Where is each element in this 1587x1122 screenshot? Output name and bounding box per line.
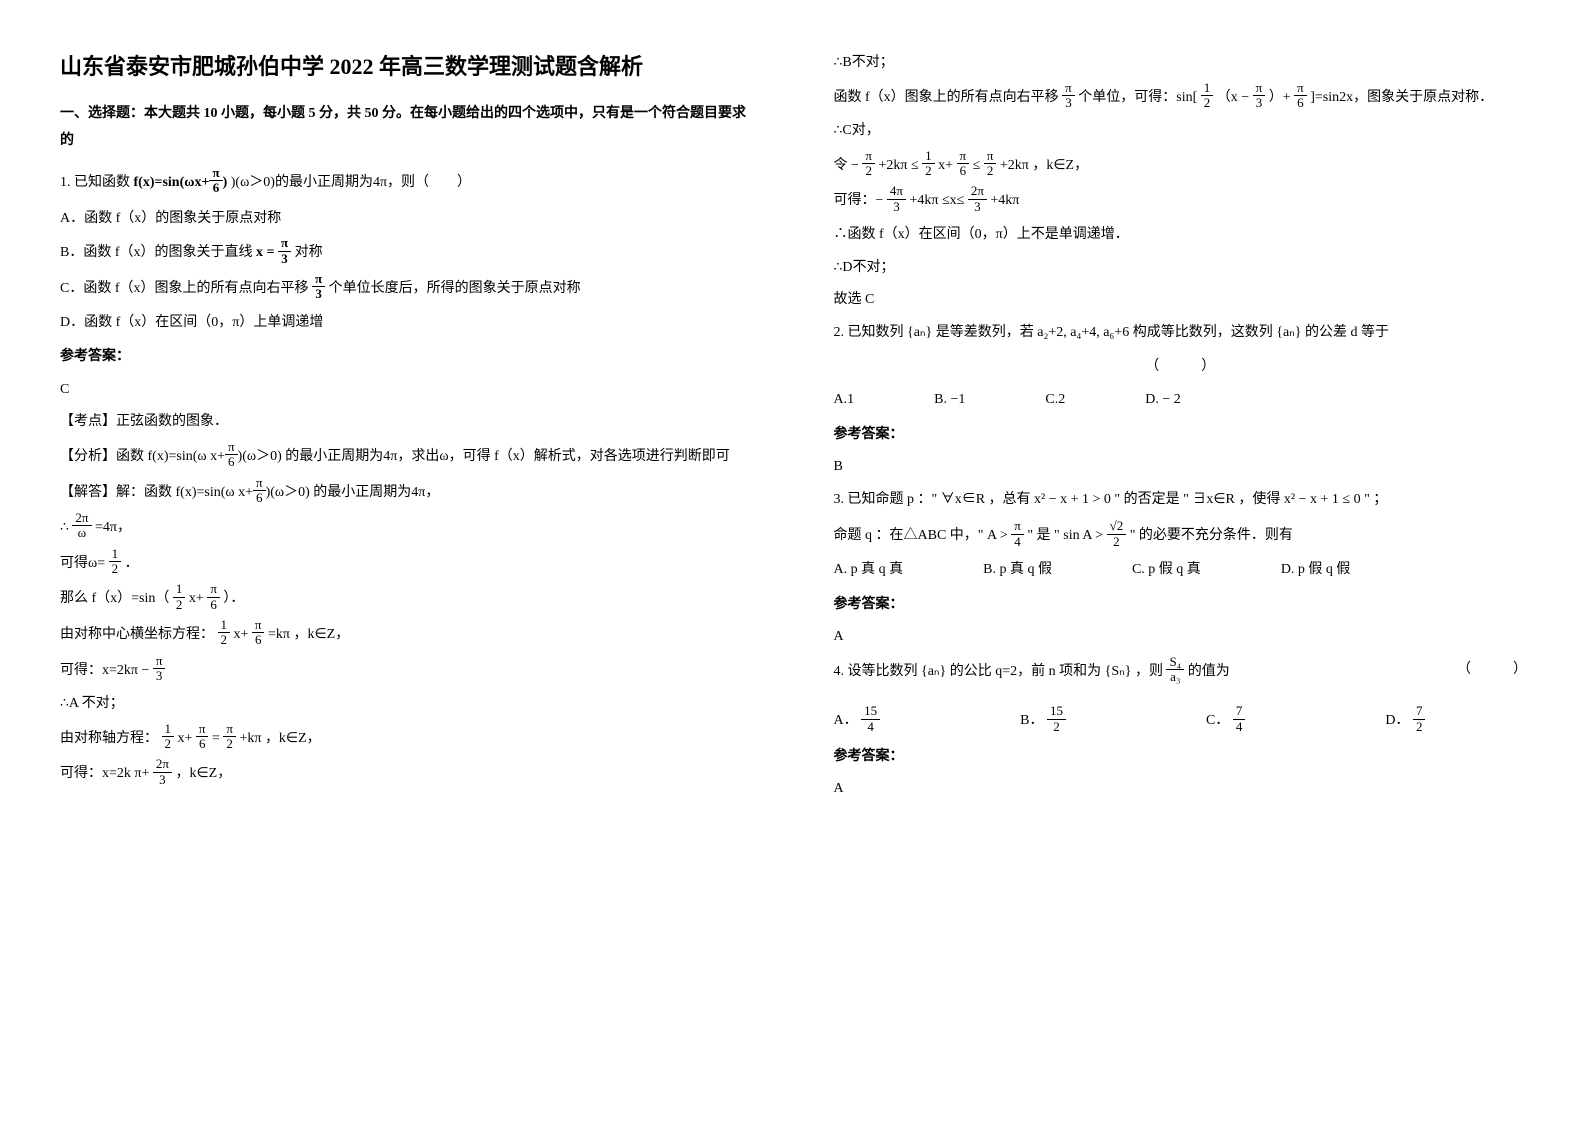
q1-pt5: 可得ω= 12 ． bbox=[60, 549, 754, 579]
q2-optB: B. −1 bbox=[934, 387, 965, 414]
q2-ans: B bbox=[834, 454, 1528, 481]
r1-l6: ∴函数 f（x）在区间（0，π）上不是单调递增． bbox=[834, 222, 1528, 249]
q1-ans-label: 参考答案： bbox=[60, 344, 754, 371]
q1-stem-formula: f(x)=sin(ωx+ bbox=[134, 175, 210, 190]
q1-pt10: 由对称轴方程： 12 x+ π6 = π2 +kπ ，k∈Z， bbox=[60, 724, 754, 754]
q4-frac: S₄a₃ bbox=[1166, 655, 1184, 685]
q2-options: A.1 B. −1 C.2 D. − 2 bbox=[834, 387, 1528, 414]
q1-pt7: 由对称中心横坐标方程： 12 x+ π6 =kπ ，k∈Z， bbox=[60, 620, 754, 650]
q3-ans: A bbox=[834, 624, 1528, 651]
q1-pt2: 【分析】函数 f(x)=sin(ω x+π6)(ω＞0) 的最小正周期为4π，求… bbox=[60, 442, 754, 472]
q1-optB-frac: π3 bbox=[278, 236, 291, 266]
q4-options: A． 154 B． 152 C． 74 D． 72 bbox=[834, 706, 1528, 736]
q3-optA: A. p 真 q 真 bbox=[834, 557, 904, 584]
q4-optB: B． 152 bbox=[1020, 706, 1066, 736]
q4-ans-label: 参考答案： bbox=[834, 744, 1528, 771]
q1-ans: C bbox=[60, 377, 754, 404]
q3-optB: B. p 真 q 假 bbox=[983, 557, 1052, 584]
q1-pt1: 【考点】正弦函数的图象． bbox=[60, 409, 754, 436]
q3-optC: C. p 假 q 真 bbox=[1132, 557, 1201, 584]
r1-l8: 故选 C bbox=[834, 287, 1528, 314]
q4-optD: D． 72 bbox=[1385, 706, 1425, 736]
q4-optC: C． 74 bbox=[1206, 706, 1245, 736]
q1-optD: D．函数 f（x）在区间（0，π）上单调递增 bbox=[60, 310, 754, 337]
r1-l1: ∴B不对； bbox=[834, 50, 1528, 77]
q2-paren: （ ） bbox=[834, 354, 1528, 381]
q2-stem: 2. 已知数列 {aₙ} 是等差数列，若 a₂+2, a₄+4, a₆+6 构成… bbox=[834, 320, 1528, 347]
q1-optA: A．函数 f（x）的图象关于原点对称 bbox=[60, 206, 754, 233]
q1-pt11: 可得：x=2k π+ 2π3 ，k∈Z， bbox=[60, 759, 754, 789]
q3-optD: D. p 假 q 假 bbox=[1281, 557, 1351, 584]
left-column: 山东省泰安市肥城孙伯中学 2022 年高三数学理测试题含解析 一、选择题：本大题… bbox=[0, 0, 794, 1122]
q3-options: A. p 真 q 真 B. p 真 q 假 C. p 假 q 真 D. p 假 … bbox=[834, 557, 1528, 584]
r1-l2: 函数 f（x）图象上的所有点向右平移 π3 个单位，可得：sin[ 12 （x … bbox=[834, 83, 1528, 113]
q1-optB: B．函数 f（x）的图象关于直线 x = π3 对称 bbox=[60, 238, 754, 268]
q3-line1: 3. 已知命题 p ：" ∀x∈R ，总有 x² − x + 1 > 0 " 的… bbox=[834, 487, 1528, 514]
q1-pt8: 可得：x=2kπ − π3 bbox=[60, 656, 754, 686]
q3-line2: 命题 q ：在△ABC 中，" A > π4 " 是 " sin A > √22… bbox=[834, 521, 1528, 551]
r1-l3: ∴C对， bbox=[834, 118, 1528, 145]
q1-pt6: 那么 f（x）=sin（ 12 x+ π6 ）． bbox=[60, 584, 754, 614]
q1-stem-frac: π6 bbox=[209, 166, 222, 196]
q1-pt4: ∴ 2πω =4π， bbox=[60, 513, 754, 543]
doc-title: 山东省泰安市肥城孙伯中学 2022 年高三数学理测试题含解析 bbox=[60, 50, 754, 83]
q1-stem-prefix: 1. 已知函数 bbox=[60, 175, 130, 190]
r1-l7: ∴D不对； bbox=[834, 255, 1528, 282]
q4-stem: 4. 设等比数列 {aₙ} 的公比 q=2，前 n 项和为 {Sₙ} ，则 S₄… bbox=[834, 657, 1528, 687]
q1-stem: 1. 已知函数 f(x)=sin(ωx+π6) )(ω＞0)的最小正周期为4π，… bbox=[60, 168, 754, 198]
section1-header: 一、选择题：本大题共 10 小题，每小题 5 分，共 50 分。在每小题给出的四… bbox=[60, 101, 754, 154]
q1-optC-frac: π3 bbox=[312, 272, 325, 302]
q1-pt3: 【解答】解：函数 f(x)=sin(ω x+π6)(ω＞0) 的最小正周期为4π… bbox=[60, 478, 754, 508]
r1-l5: 可得：− 4π3 +4kπ ≤x≤ 2π3 +4kπ bbox=[834, 186, 1528, 216]
q2-optC: C.2 bbox=[1045, 387, 1065, 414]
q1-optC: C．函数 f（x）图象上的所有点向右平移 π3 个单位长度后，所得的图象关于原点… bbox=[60, 274, 754, 304]
r1-l4: 令 − π2 +2kπ ≤ 12 x+ π6 ≤ π2 +2kπ ，k∈Z， bbox=[834, 151, 1528, 181]
q4-optA: A． 154 bbox=[834, 706, 881, 736]
right-column: ∴B不对； 函数 f（x）图象上的所有点向右平移 π3 个单位，可得：sin[ … bbox=[794, 0, 1587, 1122]
q3-ans-label: 参考答案： bbox=[834, 592, 1528, 619]
q1-stem-suffix: )(ω＞0)的最小正周期为4π，则（ ） bbox=[231, 175, 471, 190]
q2-ans-label: 参考答案： bbox=[834, 422, 1528, 449]
q2-optD: D. − 2 bbox=[1145, 387, 1181, 414]
q2-optA: A.1 bbox=[834, 387, 855, 414]
q1-pt9: ∴A 不对； bbox=[60, 691, 754, 718]
q4-ans: A bbox=[834, 776, 1528, 803]
